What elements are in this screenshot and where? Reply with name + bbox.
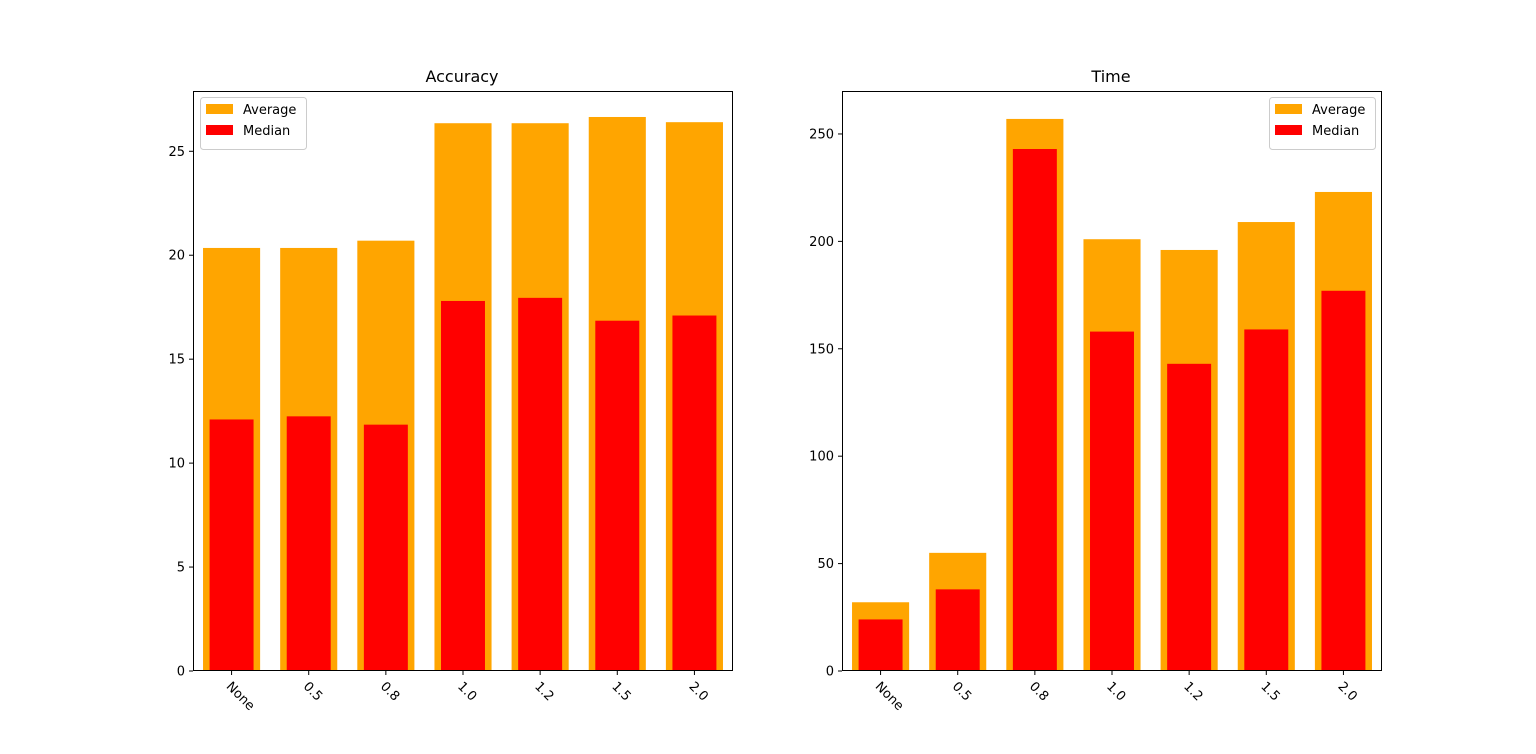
- accuracy-ytick-label-25: 25: [168, 145, 185, 160]
- time-ytick-label-0: 0: [826, 665, 834, 680]
- time-bar-median-none: [858, 619, 903, 671]
- accuracy-legend-label-average: Average: [243, 103, 296, 118]
- time-bar-median-0-5: [935, 589, 980, 671]
- time-bar-median-1-0: [1090, 331, 1134, 671]
- time-ytick-label-50: 50: [817, 557, 834, 572]
- accuracy-ytick-label-20: 20: [168, 249, 185, 264]
- time-bar-median-2-0: [1321, 290, 1366, 671]
- time-legend: Average Median: [1269, 97, 1376, 150]
- accuracy-bar-median-none: [209, 419, 254, 671]
- accuracy-bar-median-2-0: [672, 315, 717, 671]
- accuracy-legend-label-median: Median: [243, 124, 290, 139]
- time-chart-title: Time: [1090, 67, 1130, 86]
- accuracy-legend-swatch-average: [206, 104, 233, 114]
- accuracy-legend: Average Median: [200, 97, 307, 150]
- accuracy-bar-median-1-2: [518, 297, 563, 671]
- accuracy-bar-median-0-8: [363, 424, 408, 671]
- time-bar-median-1-2: [1167, 363, 1212, 671]
- time-legend-label-average: Average: [1312, 103, 1365, 118]
- time-plot-frame: [842, 91, 1382, 671]
- time-legend-label-median: Median: [1312, 124, 1359, 139]
- time-ytick-label-100: 100: [809, 450, 834, 465]
- accuracy-ytick-label-5: 5: [177, 561, 185, 576]
- time-bar-median-0-8: [1012, 149, 1057, 671]
- accuracy-bar-median-0-5: [286, 416, 331, 671]
- accuracy-plot-frame: [193, 91, 733, 671]
- time-legend-swatch-median: [1275, 125, 1302, 135]
- accuracy-chart-title: Accuracy: [425, 67, 498, 86]
- accuracy-ytick-label-0: 0: [177, 665, 185, 680]
- time-ytick-label-150: 150: [809, 342, 834, 357]
- time-ytick-label-200: 200: [809, 235, 834, 250]
- accuracy-legend-swatch-median: [206, 125, 233, 135]
- accuracy-bar-median-1-0: [441, 300, 485, 671]
- time-legend-swatch-average: [1275, 104, 1302, 114]
- time-bars: [852, 118, 1372, 672]
- accuracy-bar-median-1-5: [595, 320, 640, 671]
- time-bar-median-1-5: [1244, 329, 1289, 671]
- accuracy-ytick-label-15: 15: [168, 353, 185, 368]
- accuracy-ytick-label-10: 10: [168, 457, 185, 472]
- time-ytick-label-250: 250: [809, 127, 834, 142]
- accuracy-bars: [203, 116, 723, 672]
